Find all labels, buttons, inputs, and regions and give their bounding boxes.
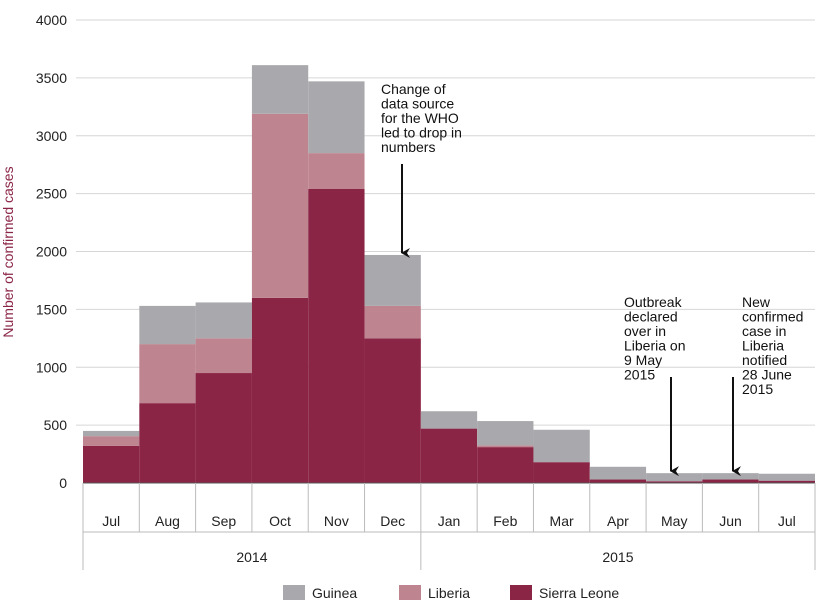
bar-segment bbox=[477, 421, 534, 446]
bar-segment bbox=[477, 445, 534, 448]
bar-segment bbox=[308, 153, 365, 189]
bar-segment bbox=[589, 466, 647, 480]
y-tick-label: 2500 bbox=[36, 186, 67, 202]
y-tick-labels: 0 500 1000 1500 2000 2500 3000 3500 4000 bbox=[36, 12, 67, 491]
annotation-line: 2015 bbox=[742, 381, 773, 397]
bar-segment bbox=[758, 480, 815, 483]
bar-segment bbox=[702, 479, 759, 483]
y-tick-label: 3000 bbox=[36, 128, 67, 144]
legend-label: Guinea bbox=[312, 585, 357, 601]
annotation-line: data source bbox=[381, 96, 454, 112]
legend-label: Liberia bbox=[428, 585, 470, 601]
x-tick-label: May bbox=[661, 513, 687, 529]
annotation-line: Liberia on bbox=[624, 338, 686, 354]
annotation-line: for the WHO bbox=[381, 110, 459, 126]
bar-segment bbox=[251, 113, 309, 298]
x-tick-label: Apr bbox=[607, 513, 629, 529]
x-tick-label: Jul bbox=[778, 513, 796, 529]
annotation-line: case in bbox=[742, 323, 786, 339]
legend-item: Sierra Leone bbox=[510, 585, 619, 601]
year-label: 2014 bbox=[236, 549, 267, 565]
legend-label: Sierra Leone bbox=[539, 585, 619, 601]
year-labels: 2014 2015 bbox=[236, 549, 633, 565]
bar-segment bbox=[364, 254, 421, 306]
x-tick-label: Feb bbox=[493, 513, 517, 529]
y-tick-label: 1500 bbox=[36, 301, 67, 317]
legend-item: Liberia bbox=[399, 585, 470, 601]
legend: Guinea Liberia Sierra Leone bbox=[283, 585, 619, 601]
annotation-line: 9 May bbox=[624, 352, 662, 368]
annotation-line: confirmed bbox=[742, 309, 803, 325]
bar-segment bbox=[420, 411, 478, 429]
y-tick-label: 4000 bbox=[36, 12, 67, 28]
x-tick-label: Nov bbox=[324, 513, 349, 529]
bar-segment bbox=[308, 81, 365, 154]
bar-segment bbox=[83, 436, 140, 446]
annotation-line: New bbox=[742, 294, 771, 310]
legend-swatch bbox=[510, 585, 532, 600]
x-tick-label: Dec bbox=[380, 513, 405, 529]
x-tick-label: Jan bbox=[438, 513, 461, 529]
bar-segment bbox=[420, 428, 478, 483]
y-axis-label: Number of confirmed cases bbox=[0, 166, 16, 337]
x-tick-label: Sep bbox=[211, 513, 236, 529]
bar-segment bbox=[646, 473, 703, 482]
annotation-line: Outbreak bbox=[624, 294, 683, 310]
bar-segment bbox=[251, 297, 309, 483]
bar-segment bbox=[758, 473, 815, 481]
bar-segment bbox=[308, 188, 365, 483]
x-tick-label: Oct bbox=[269, 513, 291, 529]
x-tick-label: Jul bbox=[102, 513, 120, 529]
legend-item: Guinea bbox=[283, 585, 357, 601]
x-tick-label: Aug bbox=[155, 513, 180, 529]
y-tick-label: 500 bbox=[44, 417, 68, 433]
axes bbox=[82, 482, 816, 570]
y-tick-label: 3500 bbox=[36, 70, 67, 86]
bar-segment bbox=[533, 429, 590, 463]
annotation-line: 2015 bbox=[624, 367, 655, 383]
annotation-line: led to drop in bbox=[381, 125, 462, 141]
bar-segment bbox=[364, 338, 421, 483]
bar-segment bbox=[702, 473, 759, 480]
bar-segment bbox=[83, 445, 140, 483]
bars bbox=[83, 65, 815, 483]
bar-segment bbox=[589, 479, 647, 483]
year-label: 2015 bbox=[602, 549, 633, 565]
y-tick-label: 2000 bbox=[36, 244, 67, 260]
annotation-line: Change of bbox=[381, 81, 446, 97]
bar-segment bbox=[533, 462, 590, 483]
bar-segment bbox=[646, 481, 703, 483]
y-tick-label: 0 bbox=[59, 475, 67, 491]
annotation-line: notified bbox=[742, 352, 787, 368]
x-tick-label: Mar bbox=[550, 513, 574, 529]
bar-segment bbox=[139, 403, 196, 483]
bar-segment bbox=[195, 302, 252, 339]
bar-segment bbox=[364, 305, 421, 339]
bar-segment bbox=[195, 338, 252, 374]
x-tick-labels: Jul Aug Sep Oct Nov Dec Jan Feb Mar Apr May Jun Jul bbox=[102, 513, 796, 529]
legend-swatch bbox=[399, 585, 421, 600]
bar-segment bbox=[251, 65, 309, 114]
annotation-line: Liberia bbox=[742, 338, 784, 354]
annotation-line: 28 June bbox=[742, 367, 792, 383]
bar-segment bbox=[83, 430, 140, 437]
bar-segment bbox=[195, 373, 252, 483]
bar-segment bbox=[139, 305, 196, 345]
annotation-line: over in bbox=[624, 323, 666, 339]
annotation-line: numbers bbox=[381, 139, 435, 155]
annotation-line: declared bbox=[624, 309, 678, 325]
y-tick-label: 1000 bbox=[36, 359, 67, 375]
legend-swatch bbox=[283, 585, 305, 600]
bar-segment bbox=[477, 447, 534, 483]
x-tick-label: Jun bbox=[719, 513, 742, 529]
bar-segment bbox=[139, 344, 196, 404]
